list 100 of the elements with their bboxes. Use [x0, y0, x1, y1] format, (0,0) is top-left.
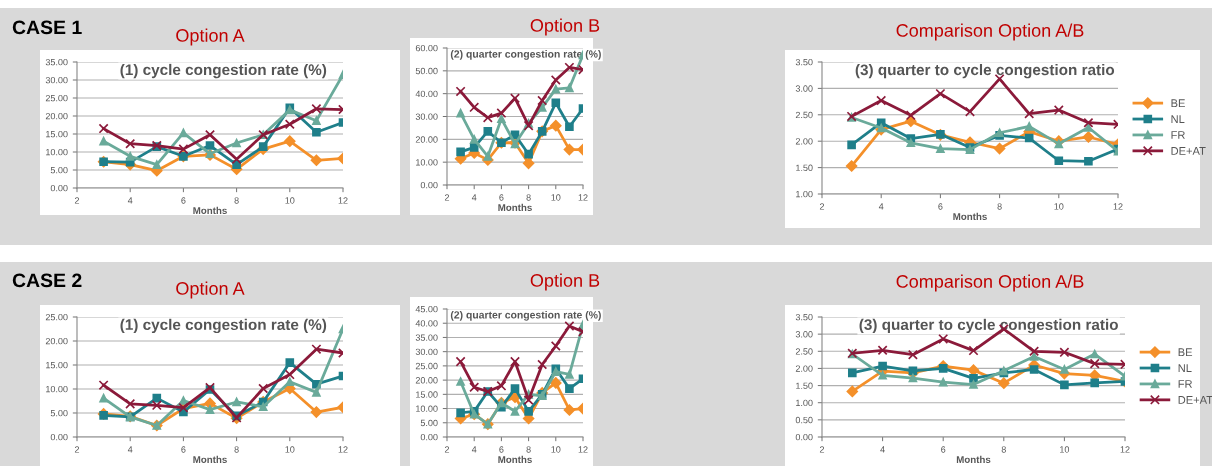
x-tick-label: 4: [127, 197, 133, 204]
chart-subtitle: (1) cycle congestion rate (%): [120, 318, 327, 334]
y-tick-label: 0.00: [420, 181, 438, 189]
y-tick-label: 15.00: [416, 391, 438, 398]
y-tick-label: 35.00: [45, 58, 68, 66]
x-tick-label: 4: [878, 203, 884, 210]
text: CASE 2: [12, 273, 82, 288]
x-tick-label: 8: [526, 194, 531, 201]
x-tick-label: 6: [938, 203, 943, 210]
x-axis-title: Months: [956, 455, 991, 463]
x-tick-label: 8: [234, 446, 239, 453]
x-tick-label: 6: [181, 446, 186, 453]
y-tick-label: 1.50: [796, 382, 813, 389]
y-tick-label: 60.00: [415, 44, 438, 52]
x-tick-label: 6: [499, 446, 504, 453]
y-tick-label: 0.50: [795, 416, 813, 424]
x-tick-label: 12: [1113, 203, 1123, 210]
x-axis-title: Months: [953, 212, 987, 220]
y-tick-label: 0.00: [420, 433, 438, 441]
x-tick-label: 8: [526, 446, 531, 453]
y-tick-label: 2.50: [795, 348, 813, 355]
y-tick-label: 30.00: [415, 348, 438, 356]
text: CASE 1: [12, 20, 82, 35]
y-tick-label: 5.00: [420, 419, 438, 427]
y-tick-label: 0.00: [50, 184, 68, 192]
chart-title: Option A: [176, 281, 245, 299]
x-tick-label: 4: [127, 446, 133, 453]
chart-title: Comparison Option A/B: [896, 274, 1084, 292]
y-tick-label: 35.00: [415, 334, 438, 341]
x-axis-title: Months: [498, 455, 532, 463]
y-tick-label: 3.50: [795, 313, 813, 321]
chart-title: Option B: [530, 273, 600, 291]
y-tick-label: 20.00: [45, 337, 68, 345]
x-axis-title: Months: [498, 203, 532, 211]
y-tick-label: 45.00: [415, 305, 438, 313]
y-tick-label: 20.00: [415, 377, 438, 384]
x-tick-label: 4: [880, 446, 885, 453]
legend-label: FR: [1178, 380, 1193, 388]
y-tick-label: 2.00: [795, 138, 813, 145]
y-tick-label: 40.00: [415, 90, 438, 98]
x-tick-label: 4: [471, 194, 477, 201]
y-tick-label: 15.00: [46, 130, 68, 138]
x-tick-label: 12: [1120, 446, 1130, 453]
x-tick-label: 8: [997, 203, 1002, 210]
legend-label: NL: [1178, 364, 1192, 372]
y-tick-label: 0.00: [795, 433, 813, 441]
legend-label: DE+AT: [1171, 147, 1206, 155]
y-tick-label: 2.50: [795, 111, 813, 119]
y-tick-label: 3.00: [795, 331, 813, 338]
x-tick-label: 10: [1060, 446, 1070, 453]
x-tick-label: 8: [1001, 446, 1006, 453]
y-tick-label: 20.00: [45, 112, 68, 120]
chart-subtitle: (2) quarter congestion rate (%): [450, 310, 601, 321]
chart-title: Comparison Option A/B: [896, 23, 1084, 41]
y-tick-label: 3.00: [795, 85, 813, 92]
y-tick-label: 40.00: [415, 320, 438, 327]
legend-label: BE: [1178, 348, 1193, 356]
x-tick-label: 2: [74, 446, 80, 453]
x-tick-label: 12: [338, 446, 348, 453]
x-tick-label: 10: [285, 197, 295, 204]
y-tick-label: 5.00: [50, 409, 68, 417]
y-tick-label: 2.00: [795, 365, 813, 372]
x-tick-label: 6: [499, 194, 504, 201]
y-tick-label: 1.00: [796, 399, 813, 407]
y-tick-label: 10.00: [46, 385, 68, 393]
y-tick-label: 25.00: [45, 313, 68, 321]
x-tick-label: 12: [578, 194, 588, 201]
x-axis-title: Months: [193, 206, 227, 214]
y-tick-label: 3.50: [795, 58, 813, 66]
y-tick-label: 10.00: [416, 405, 438, 412]
chart-subtitle: (3) quarter to cycle congestion ratio: [859, 318, 1118, 334]
legend-label: FR: [1171, 131, 1185, 139]
legend-label: BE: [1171, 99, 1185, 107]
y-tick-label: 10.00: [416, 159, 438, 166]
x-tick-label: 2: [444, 194, 450, 201]
y-tick-label: 1.00: [796, 190, 813, 198]
x-tick-label: 10: [1054, 203, 1064, 210]
x-tick-label: 12: [338, 197, 348, 204]
y-tick-label: 25.00: [415, 362, 438, 370]
x-tick-label: 6: [181, 197, 186, 204]
y-tick-label: 50.00: [415, 67, 438, 75]
y-tick-label: 0.00: [50, 433, 68, 441]
y-tick-label: 5.00: [50, 166, 68, 174]
x-tick-label: 12: [578, 446, 588, 453]
y-tick-label: 30.00: [415, 113, 438, 120]
x-tick-label: 4: [471, 446, 477, 453]
y-tick-label: 15.00: [46, 361, 68, 369]
y-tick-label: 30.00: [45, 76, 68, 84]
x-tick-label: 10: [285, 446, 295, 453]
x-tick-label: 2: [74, 197, 80, 204]
x-tick-label: 2: [819, 203, 825, 210]
y-tick-label: 20.00: [415, 136, 438, 143]
legend-label: NL: [1171, 115, 1185, 123]
y-tick-label: 1.50: [796, 164, 813, 171]
legend-label: DE+AT: [1178, 396, 1212, 404]
chart-subtitle: (2) quarter congestion rate (%): [450, 50, 601, 60]
x-tick-label: 2: [819, 446, 825, 453]
chart-title: Option A: [176, 28, 245, 46]
x-tick-label: 2: [444, 446, 450, 453]
x-tick-label: 8: [234, 197, 239, 204]
